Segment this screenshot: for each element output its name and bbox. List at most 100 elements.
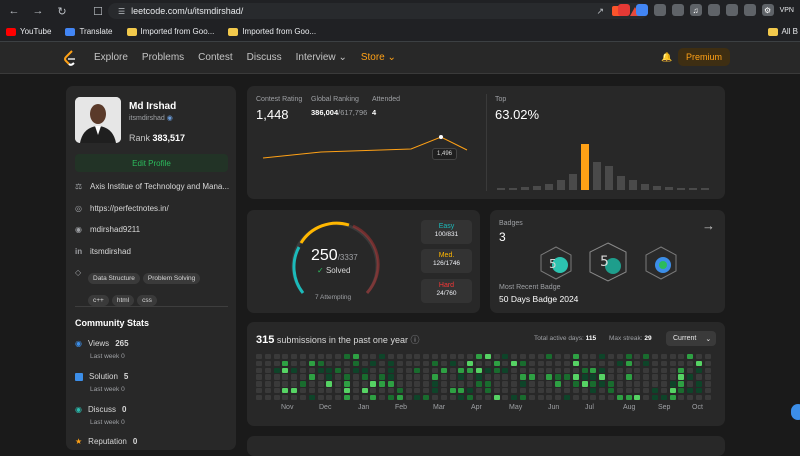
heatmap-cell[interactable]: [432, 388, 438, 394]
heatmap-cell[interactable]: [660, 374, 667, 380]
nav-problems[interactable]: Problems: [141, 52, 185, 63]
heatmap-cell[interactable]: [678, 360, 685, 367]
heatmap-cell[interactable]: [423, 388, 430, 394]
heatmap-cell[interactable]: [511, 374, 518, 380]
heatmap-cell[interactable]: [564, 360, 570, 367]
heatmap-cell[interactable]: [405, 354, 412, 360]
heatmap-cell[interactable]: [423, 381, 430, 387]
heatmap-cell[interactable]: [414, 354, 421, 360]
heatmap-cell[interactable]: [555, 381, 562, 387]
heatmap-cell[interactable]: [502, 374, 509, 380]
heatmap-cell[interactable]: [352, 367, 359, 373]
heatmap-cell[interactable]: [300, 388, 306, 394]
heatmap-cell[interactable]: [264, 388, 271, 394]
extension-icon[interactable]: [617, 4, 630, 16]
heatmap-cell[interactable]: [326, 367, 333, 373]
heatmap-cell[interactable]: [352, 360, 359, 367]
heatmap-cell[interactable]: [273, 354, 280, 360]
heatmap-cell[interactable]: [414, 394, 421, 401]
heatmap-cell[interactable]: [555, 354, 562, 360]
heatmap-cell[interactable]: [652, 374, 658, 380]
heatmap-cell[interactable]: [564, 381, 570, 387]
heatmap-cell[interactable]: [282, 374, 289, 380]
heatmap-cell[interactable]: [432, 381, 438, 387]
heatmap-cell[interactable]: [476, 374, 482, 380]
heatmap-cell[interactable]: [590, 381, 597, 387]
heatmap-cell[interactable]: [273, 374, 280, 380]
heatmap-cell[interactable]: [291, 367, 298, 373]
heatmap-cell[interactable]: [414, 360, 421, 367]
heatmap-cell[interactable]: [511, 394, 518, 401]
premium-button[interactable]: Premium: [678, 48, 731, 66]
heatmap-cell[interactable]: [704, 374, 711, 380]
heatmap-cell[interactable]: [581, 354, 588, 360]
heatmap-cell[interactable]: [449, 381, 456, 387]
heatmap-cell[interactable]: [511, 354, 518, 360]
heatmap-cell[interactable]: [634, 374, 641, 380]
heatmap-cell[interactable]: [370, 367, 377, 373]
heatmap-cell[interactable]: [370, 388, 377, 394]
edit-profile-button[interactable]: Edit Profile: [75, 154, 228, 172]
heatmap-cell[interactable]: [282, 388, 289, 394]
heatmap-cell[interactable]: [555, 394, 562, 401]
heatmap-cell[interactable]: [590, 394, 597, 401]
heatmap-cell[interactable]: [361, 367, 368, 373]
heatmap-cell[interactable]: [634, 394, 641, 401]
heatmap-cell[interactable]: [476, 388, 482, 394]
heatmap-cell[interactable]: [493, 388, 500, 394]
heatmap-cell[interactable]: [291, 374, 298, 380]
heatmap-cell[interactable]: [687, 388, 694, 394]
heatmap-cell[interactable]: [616, 394, 623, 401]
heatmap-cell[interactable]: [652, 394, 658, 401]
heatmap-cell[interactable]: [643, 374, 650, 380]
heatmap-cell[interactable]: [326, 374, 333, 380]
heatmap-cell[interactable]: [264, 394, 271, 401]
heatmap-cell[interactable]: [282, 360, 289, 367]
heatmap-cell[interactable]: [432, 360, 438, 367]
skill-chip[interactable]: c++: [88, 295, 109, 306]
share-icon[interactable]: ↗: [596, 5, 604, 16]
difficulty-medium[interactable]: Med. 126/1746: [421, 249, 472, 273]
heatmap-cell[interactable]: [405, 381, 412, 387]
heatmap-cell[interactable]: [537, 374, 544, 380]
heatmap-cell[interactable]: [634, 388, 641, 394]
heatmap-cell[interactable]: [396, 354, 403, 360]
leetcode-logo-icon[interactable]: [63, 50, 77, 66]
heatmap-cell[interactable]: [511, 367, 518, 373]
heatmap-cell[interactable]: [528, 388, 535, 394]
heatmap-cell[interactable]: [458, 388, 465, 394]
heatmap-cell[interactable]: [696, 381, 702, 387]
heatmap-cell[interactable]: [704, 381, 711, 387]
heatmap-cell[interactable]: [660, 360, 667, 367]
heatmap-cell[interactable]: [282, 354, 289, 360]
heatmap-cell[interactable]: [669, 367, 676, 373]
heatmap-cell[interactable]: [652, 367, 658, 373]
heatmap-cell[interactable]: [291, 354, 298, 360]
heatmap-cell[interactable]: [696, 388, 702, 394]
heatmap-cell[interactable]: [335, 394, 342, 401]
site-info-icon[interactable]: ☰: [118, 6, 126, 16]
heatmap-cell[interactable]: [669, 394, 676, 401]
heatmap-cell[interactable]: [317, 394, 324, 401]
heatmap-cell[interactable]: [493, 354, 500, 360]
heatmap-cell[interactable]: [678, 381, 685, 387]
heatmap-cell[interactable]: [449, 360, 456, 367]
heatmap-cell[interactable]: [502, 394, 509, 401]
heatmap-cell[interactable]: [370, 374, 377, 380]
heatmap-cell[interactable]: [361, 388, 368, 394]
heatmap-cell[interactable]: [282, 381, 289, 387]
heatmap-cell[interactable]: [581, 394, 588, 401]
heatmap-cell[interactable]: [704, 367, 711, 373]
heatmap-cell[interactable]: [678, 354, 685, 360]
heatmap-cell[interactable]: [458, 367, 465, 373]
nav-store[interactable]: Store ⌄: [360, 52, 396, 63]
help-chat-icon[interactable]: [791, 404, 800, 420]
heatmap-cell[interactable]: [256, 388, 262, 394]
heatmap-cell[interactable]: [652, 388, 658, 394]
heatmap-cell[interactable]: [361, 354, 368, 360]
heatmap-cell[interactable]: [326, 360, 333, 367]
nav-explore[interactable]: Explore: [94, 52, 128, 63]
heatmap-cell[interactable]: [608, 374, 614, 380]
reload-icon[interactable]: ↻: [57, 5, 67, 18]
heatmap-cell[interactable]: [616, 374, 623, 380]
